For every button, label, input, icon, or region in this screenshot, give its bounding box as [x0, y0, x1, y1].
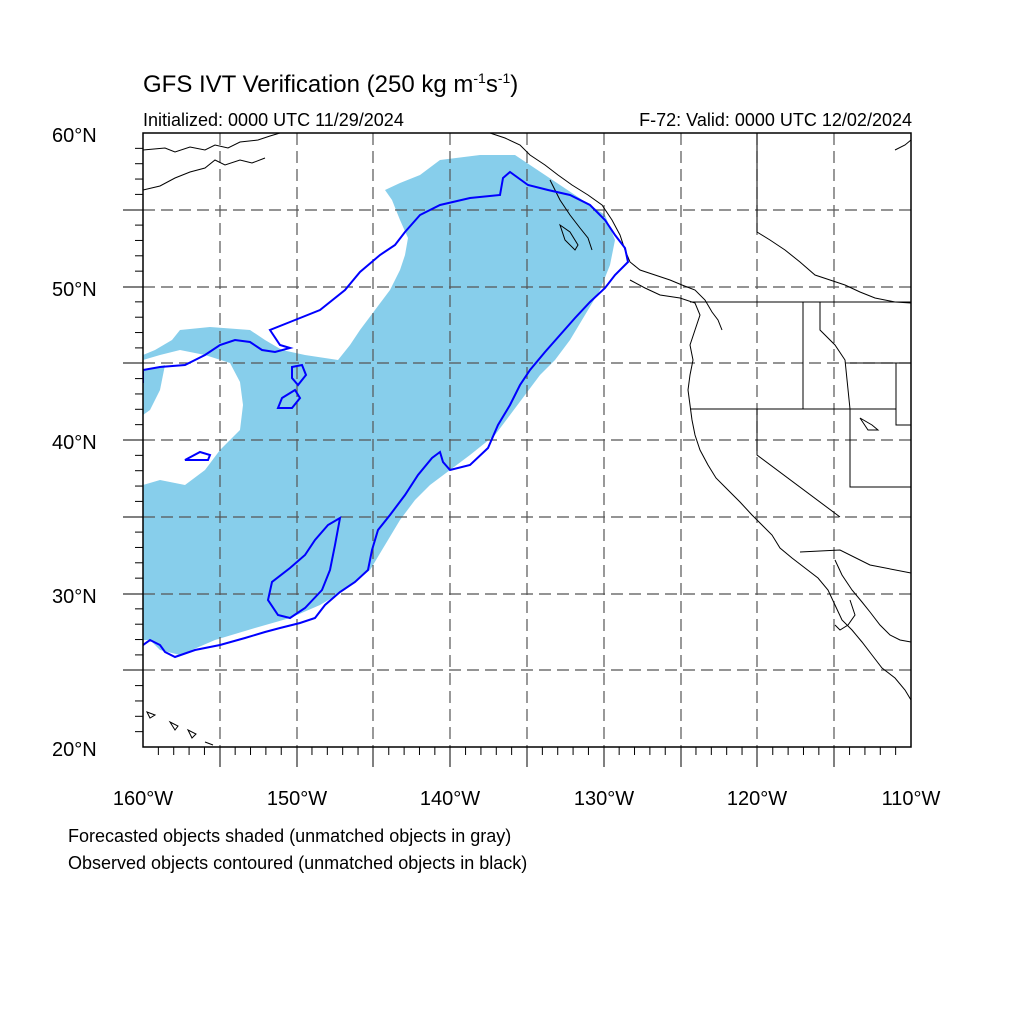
lon-label-140: 140°W [420, 788, 480, 810]
minor-ticks [135, 147, 897, 755]
observed-ivt-contours [143, 170, 630, 659]
lat-label-30: 30°N [52, 586, 97, 608]
observed-loop-contour [266, 516, 342, 620]
footer-forecast-note: Forecasted objects shaded (unmatched obj… [68, 826, 512, 846]
axis-ticks [123, 209, 835, 767]
coastlines [143, 133, 911, 746]
lat-label-50: 50°N [52, 279, 97, 301]
lat-label-40: 40°N [52, 432, 97, 454]
observed-main-contour [143, 170, 630, 659]
lon-label-120: 120°W [727, 788, 787, 810]
forecast-ivt-object [143, 155, 615, 655]
init-time-label: Initialized: 0000 UTC 11/29/2024 [143, 110, 404, 130]
lat-label-20: 20°N [52, 739, 97, 761]
observed-small-contour-3 [276, 388, 302, 409]
observed-small-contour-2 [291, 363, 308, 387]
grid [143, 133, 911, 747]
lon-label-110: 110°W [882, 788, 941, 810]
lon-label-150: 150°W [267, 788, 327, 810]
chart-title: GFS IVT Verification (250 kg m-1s-1) [143, 70, 519, 98]
observed-small-contour-1 [184, 450, 212, 461]
lon-label-160: 160°W [113, 788, 173, 810]
forecast-ivt-object-lobe [143, 365, 165, 415]
footer-observed-note: Observed objects contoured (unmatched ob… [68, 853, 528, 873]
valid-time-label: F-72: Valid: 0000 UTC 12/02/2024 [639, 110, 912, 130]
lon-label-130: 130°W [574, 788, 634, 810]
lat-label-60: 60°N [52, 125, 97, 147]
